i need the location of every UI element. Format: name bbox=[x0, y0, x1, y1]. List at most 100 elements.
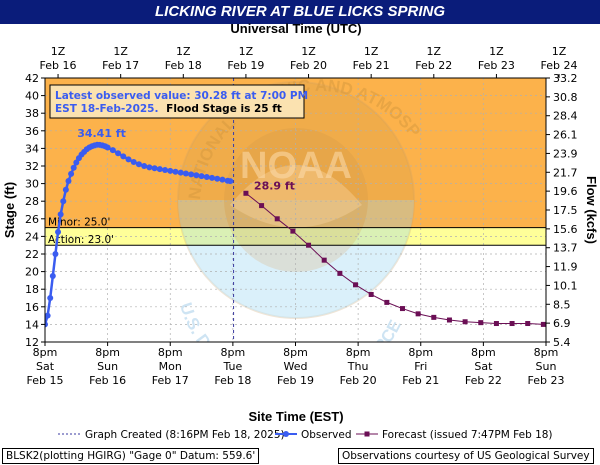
footer-credit: Observations courtesy of US Geological S… bbox=[338, 448, 594, 464]
x-tick-label: 8pm bbox=[534, 346, 559, 359]
x-tick-label: Feb 23 bbox=[528, 374, 565, 387]
y-tick-label: 42 bbox=[25, 72, 39, 85]
forecast-point bbox=[321, 257, 327, 263]
observed-point bbox=[47, 295, 54, 301]
observed-point bbox=[227, 178, 234, 185]
x-tick-label: Feb 17 bbox=[152, 374, 189, 387]
observed-point bbox=[146, 164, 153, 171]
observed-point bbox=[45, 321, 48, 328]
footer-datum: BLSK2(plotting HGIRG) "Gage 0" Datum: 55… bbox=[2, 448, 260, 464]
forecast-point bbox=[509, 321, 515, 327]
x-tick-label: Feb 19 bbox=[277, 374, 314, 387]
axis-ticks: 12 14 16 18 20 22 24 26 28 30 32 34 36 38 40 42 5.4 6.9 8.… bbox=[25, 45, 578, 387]
x-tick-label: 8pm bbox=[95, 346, 120, 359]
top-tick-label: 1Z bbox=[239, 45, 254, 58]
crest-label: 34.41 ft bbox=[77, 127, 126, 140]
observed-point bbox=[214, 175, 221, 182]
x-tick-label: Sat bbox=[474, 360, 493, 373]
top-tick-label: 1Z bbox=[364, 45, 379, 58]
x-tick-label: 8pm bbox=[471, 346, 496, 359]
right-tick-label: 15.6 bbox=[553, 223, 578, 236]
forecast-point bbox=[353, 282, 359, 288]
forecast-series bbox=[243, 190, 546, 327]
observed-point bbox=[156, 166, 163, 173]
observed-point bbox=[188, 171, 195, 178]
forecast-point bbox=[415, 311, 421, 317]
forecast-point bbox=[446, 317, 452, 323]
forecast-point bbox=[368, 291, 374, 297]
x-tick-label: Sun bbox=[536, 360, 557, 373]
legend-forecast-label: Forecast (issued 7:47PM Feb 18) bbox=[382, 429, 553, 441]
right-axis-title: Flow (kcfs) bbox=[584, 176, 599, 244]
right-tick-label: 10.1 bbox=[553, 279, 578, 292]
observed-point bbox=[62, 186, 69, 193]
observed-point bbox=[177, 169, 184, 176]
x-tick-label: Feb 18 bbox=[214, 374, 251, 387]
top-tick-label: 1Z bbox=[427, 45, 442, 58]
bottom-axis-title: Site Time (EST) bbox=[248, 409, 343, 424]
right-tick-label: 8.5 bbox=[553, 298, 571, 311]
observed-point bbox=[109, 147, 116, 154]
observed-point bbox=[68, 170, 75, 177]
observed-point bbox=[182, 170, 189, 177]
observed-series bbox=[45, 141, 234, 328]
annotation-line-1: Latest observed value: 30.28 ft at 7:00 … bbox=[55, 90, 308, 102]
y-tick-label: 38 bbox=[25, 107, 39, 120]
top-tick-label: Feb 17 bbox=[102, 59, 139, 72]
observed-point bbox=[60, 198, 67, 205]
observed-point bbox=[193, 172, 200, 179]
observed-point bbox=[167, 167, 174, 174]
top-tick-label: Feb 21 bbox=[353, 59, 390, 72]
right-tick-label: 11.9 bbox=[553, 261, 578, 274]
y-tick-label: 40 bbox=[25, 90, 39, 103]
forecast-point bbox=[399, 306, 405, 312]
forecast-point bbox=[259, 203, 265, 209]
forecast-point bbox=[478, 320, 484, 326]
forecast-point bbox=[243, 190, 249, 196]
observed-point bbox=[151, 165, 158, 172]
right-tick-label: 17.5 bbox=[553, 204, 578, 217]
x-tick-label: 8pm bbox=[346, 346, 371, 359]
forecast-point bbox=[274, 216, 280, 222]
right-tick-label: 30.8 bbox=[553, 91, 578, 104]
right-tick-label: 26.1 bbox=[553, 129, 578, 142]
forecast-point bbox=[462, 319, 468, 325]
legend-observed-label: Observed bbox=[301, 429, 352, 441]
forecast-point bbox=[384, 299, 390, 305]
right-tick-label: 19.6 bbox=[553, 185, 578, 198]
right-tick-label: 33.2 bbox=[553, 72, 578, 85]
top-tick-label: Feb 20 bbox=[290, 59, 327, 72]
observed-point bbox=[120, 153, 127, 160]
observed-point bbox=[219, 176, 226, 183]
legend-observed-marker bbox=[283, 431, 289, 437]
observed-point bbox=[141, 163, 148, 169]
x-tick-label: 8pm bbox=[408, 346, 433, 359]
x-tick-label: Mon bbox=[159, 360, 182, 373]
threshold-lines: Minor: 25.0' Action: 23.0' bbox=[45, 217, 546, 246]
y-tick-label: 36 bbox=[25, 125, 39, 138]
forecast-point bbox=[493, 321, 499, 327]
observed-point bbox=[65, 177, 72, 184]
forecast-point bbox=[431, 314, 437, 320]
y-tick-label: 22 bbox=[25, 248, 39, 261]
y-tick-label: 12 bbox=[25, 336, 39, 349]
observed-point bbox=[73, 159, 80, 166]
y-tick-label: 26 bbox=[25, 213, 39, 226]
forecast-start-label: 28.9 ft bbox=[254, 179, 295, 192]
observed-point bbox=[70, 164, 77, 171]
y-tick-label: 34 bbox=[25, 142, 39, 155]
observed-point bbox=[125, 156, 132, 163]
x-tick-label: 8pm bbox=[221, 346, 246, 359]
forecast-point bbox=[290, 228, 296, 234]
annotation-date: EST 18-Feb-2025. bbox=[55, 103, 158, 115]
latest-value-annotation: Latest observed value: 30.28 ft at 7:00 … bbox=[49, 84, 308, 119]
top-tick-label: 1Z bbox=[113, 45, 128, 58]
top-tick-label: 1Z bbox=[51, 45, 66, 58]
threshold-label: Minor: 25.0' bbox=[48, 217, 110, 229]
forecast-point bbox=[525, 321, 531, 327]
forecast-point bbox=[540, 321, 546, 327]
threshold-label: Action: 23.0' bbox=[48, 234, 114, 246]
x-tick-label: Sat bbox=[36, 360, 55, 373]
x-tick-label: Wed bbox=[284, 360, 308, 373]
